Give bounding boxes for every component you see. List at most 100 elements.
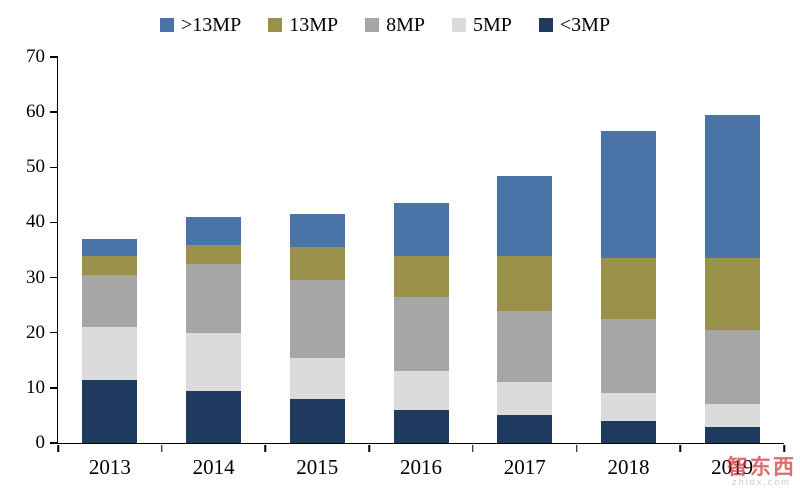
watermark: 智东西 zhidx.com — [727, 454, 796, 487]
watermark-brand: 智东西 — [727, 454, 796, 479]
bar-segment — [393, 409, 449, 443]
x-axis-tick — [679, 444, 682, 452]
bar-segment — [82, 379, 138, 443]
bar-slot — [577, 57, 681, 443]
bar-segment — [704, 114, 760, 259]
bar-segment — [704, 330, 760, 405]
bar-segment — [82, 255, 138, 275]
bar-segment — [393, 296, 449, 372]
x-axis-labels: 2013 2014 2015 2016 2017 2018 2019 — [58, 455, 784, 480]
bar-segment — [393, 203, 449, 256]
bar-segment — [600, 258, 656, 319]
bar-segment — [704, 404, 760, 427]
y-axis-label: 70 — [26, 46, 45, 67]
x-axis-tick — [368, 444, 370, 452]
y-axis-label: 30 — [26, 266, 45, 288]
bar-segment — [497, 175, 553, 256]
bar-segment — [186, 332, 242, 391]
y-axis-tick — [50, 166, 58, 169]
bar-segment — [497, 382, 553, 416]
x-axis-label: 2016 — [400, 455, 443, 479]
legend-label: <3MP — [559, 14, 611, 36]
x-axis-tick — [575, 444, 578, 452]
bar-slot — [473, 57, 577, 443]
stacked-bar — [289, 214, 345, 443]
x-axis-tick — [57, 444, 59, 452]
bar-segment — [393, 371, 449, 410]
stacked-bar — [600, 131, 656, 443]
stacked-bar — [393, 203, 449, 443]
bar-segment — [186, 216, 242, 245]
bar-segment — [186, 244, 242, 264]
x-axis-label: 2018 — [607, 455, 650, 479]
bar-segment — [289, 280, 345, 358]
bar-segment — [497, 415, 553, 443]
legend-swatch — [365, 18, 380, 32]
bar-segment — [82, 274, 138, 328]
y-axis-tick — [50, 221, 58, 224]
bar-segment — [497, 310, 553, 383]
x-axis-label: 2015 — [296, 455, 339, 479]
bar-segment — [82, 239, 138, 256]
y-axis-tick — [50, 331, 58, 334]
bar-segment — [704, 426, 760, 443]
bar-segment — [289, 214, 345, 248]
bar-segment — [600, 131, 656, 259]
x-axis-label: 2019 — [711, 455, 754, 479]
watermark-site: zhidx.com — [732, 476, 791, 487]
bars-container — [58, 57, 784, 443]
bar-segment — [289, 398, 345, 443]
y-axis-label: 50 — [26, 156, 45, 178]
y-axis-tick — [50, 111, 58, 113]
stacked-bar — [82, 239, 138, 443]
bar-segment — [704, 258, 760, 331]
legend-swatch — [538, 18, 553, 32]
stacked-bar — [497, 175, 553, 443]
bar-slot — [369, 57, 473, 443]
bar-segment — [82, 327, 138, 380]
x-axis-tick — [783, 444, 785, 452]
y-axis-label: 20 — [26, 321, 45, 343]
legend-label: >13MP — [181, 14, 242, 36]
legend-label: 5MP — [473, 14, 512, 36]
legend-swatch — [268, 18, 283, 32]
plot-area: 0 10 20 30 40 50 60 70 2013 2014 2015 2016 2017 2018… — [26, 46, 785, 479]
x-axis-tick — [264, 444, 267, 452]
legend-item: >13MP — [160, 14, 241, 36]
x-axis-tick — [160, 444, 163, 452]
bar-segment — [289, 357, 345, 399]
legend-item: <3MP — [538, 14, 611, 36]
y-axis-label: 0 — [35, 432, 46, 453]
y-axis-label: 10 — [26, 376, 45, 398]
x-axis-tick — [472, 444, 474, 452]
bar-slot — [680, 57, 784, 443]
legend-item: 13MP — [268, 14, 338, 36]
x-axis-label: 2014 — [192, 455, 235, 479]
legend-label: 13MP — [289, 14, 339, 36]
legend-label: 8MP — [386, 14, 425, 36]
bar-segment — [600, 393, 656, 421]
y-axis-tick — [50, 276, 58, 279]
bar-slot — [265, 57, 369, 443]
chart-legend: >13MP 13MP 8MP 5MP <3MP — [160, 14, 610, 36]
bar-segment — [600, 420, 656, 443]
legend-item: 5MP — [452, 14, 512, 36]
bar-segment — [497, 255, 553, 311]
x-axis-label: 2017 — [503, 455, 546, 479]
y-axis-tick — [50, 387, 58, 389]
bar-segment — [600, 318, 656, 394]
legend-swatch — [160, 18, 174, 32]
bar-segment — [186, 263, 242, 333]
y-axis-label: 40 — [26, 211, 45, 233]
bar-slot — [162, 57, 266, 443]
bar-segment — [289, 247, 345, 281]
stacked-bar — [704, 114, 760, 443]
legend-item: 8MP — [365, 14, 425, 36]
y-axis-label: 60 — [26, 101, 45, 123]
x-axis-label: 2013 — [88, 455, 131, 479]
bar-segment — [186, 390, 242, 443]
y-axis-tick — [50, 442, 58, 444]
legend-swatch — [452, 18, 466, 32]
stacked-bar — [186, 216, 242, 443]
